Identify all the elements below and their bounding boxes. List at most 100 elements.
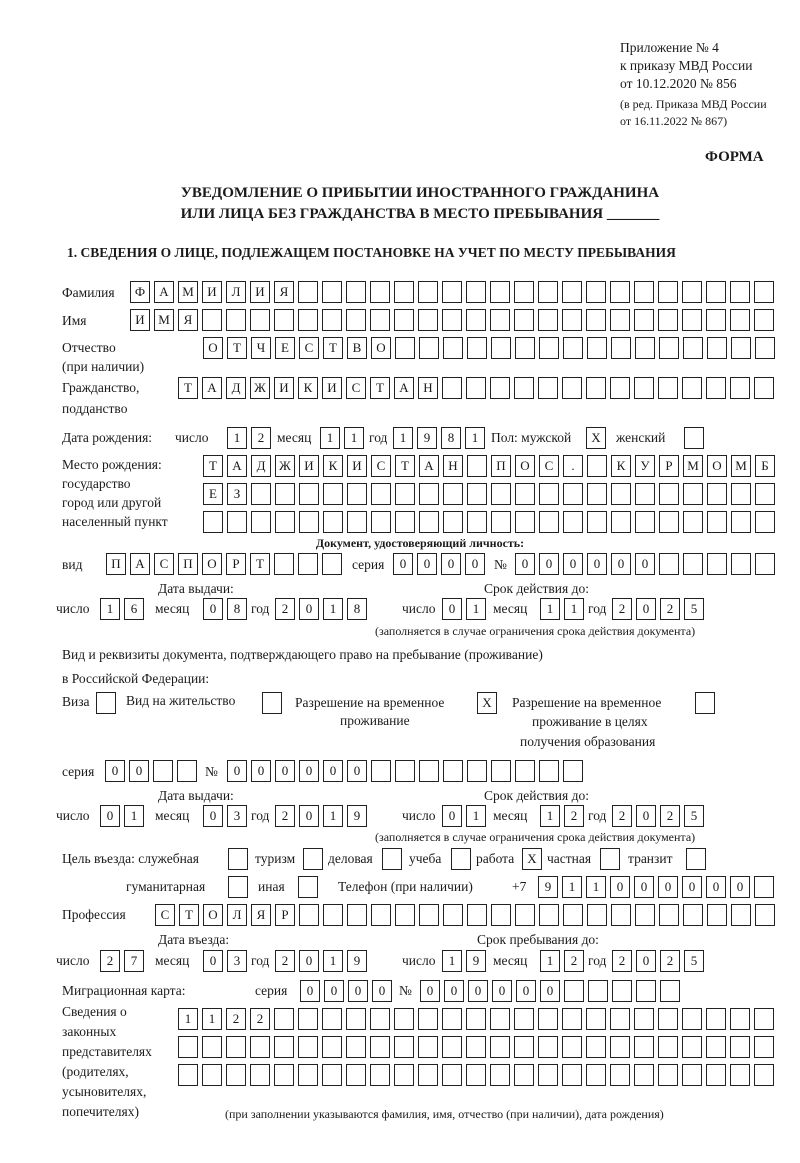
- char-cell[interactable]: О: [203, 337, 223, 359]
- char-cell[interactable]: 7: [124, 950, 144, 972]
- char-cell[interactable]: 2: [251, 427, 271, 449]
- char-cell[interactable]: [467, 760, 487, 782]
- char-cell[interactable]: [660, 980, 680, 1002]
- char-cell[interactable]: [178, 1036, 198, 1058]
- char-cell[interactable]: 2: [275, 598, 295, 620]
- char-cell[interactable]: [659, 553, 679, 575]
- char-cell[interactable]: [490, 309, 510, 331]
- char-cell[interactable]: 1: [540, 805, 560, 827]
- char-cell[interactable]: [562, 309, 582, 331]
- char-cell[interactable]: 0: [227, 760, 247, 782]
- checkbox-cell[interactable]: [600, 848, 620, 870]
- char-cell[interactable]: [562, 281, 582, 303]
- char-cell[interactable]: [587, 904, 607, 926]
- char-cell[interactable]: [322, 1008, 342, 1030]
- char-cell[interactable]: [467, 511, 487, 533]
- char-cell[interactable]: [202, 1064, 222, 1086]
- char-cell[interactable]: 0: [442, 598, 462, 620]
- char-cell[interactable]: 0: [105, 760, 125, 782]
- char-cell[interactable]: [395, 337, 415, 359]
- char-cell[interactable]: [467, 483, 487, 505]
- char-cell[interactable]: 1: [466, 598, 486, 620]
- char-cell[interactable]: [490, 377, 510, 399]
- char-cell[interactable]: 1: [202, 1008, 222, 1030]
- char-cell[interactable]: И: [299, 455, 319, 477]
- char-cell[interactable]: [706, 281, 726, 303]
- char-cell[interactable]: 2: [226, 1008, 246, 1030]
- char-cell[interactable]: [634, 281, 654, 303]
- char-cell[interactable]: [514, 1008, 534, 1030]
- char-cell[interactable]: [659, 511, 679, 533]
- char-cell[interactable]: [706, 1036, 726, 1058]
- char-cell[interactable]: 0: [468, 980, 488, 1002]
- char-cell[interactable]: [586, 1036, 606, 1058]
- char-cell[interactable]: 0: [636, 805, 656, 827]
- char-cell[interactable]: [587, 337, 607, 359]
- char-cell[interactable]: [323, 483, 343, 505]
- char-cell[interactable]: Т: [227, 337, 247, 359]
- char-cell[interactable]: Д: [251, 455, 271, 477]
- char-cell[interactable]: 0: [587, 553, 607, 575]
- char-cell[interactable]: [731, 511, 751, 533]
- char-cell[interactable]: 8: [441, 427, 461, 449]
- char-cell[interactable]: [610, 309, 630, 331]
- char-cell[interactable]: М: [178, 281, 198, 303]
- char-cell[interactable]: [634, 1008, 654, 1030]
- char-cell[interactable]: 2: [275, 950, 295, 972]
- char-cell[interactable]: 0: [610, 876, 630, 898]
- char-cell[interactable]: [682, 309, 702, 331]
- char-cell[interactable]: [634, 1064, 654, 1086]
- char-cell[interactable]: 0: [100, 805, 120, 827]
- char-cell[interactable]: 0: [636, 950, 656, 972]
- char-cell[interactable]: 0: [563, 553, 583, 575]
- char-cell[interactable]: Д: [226, 377, 246, 399]
- char-cell[interactable]: [299, 483, 319, 505]
- char-cell[interactable]: [371, 483, 391, 505]
- char-cell[interactable]: П: [106, 553, 126, 575]
- char-cell[interactable]: [467, 904, 487, 926]
- char-cell[interactable]: [634, 377, 654, 399]
- char-cell[interactable]: Е: [203, 483, 223, 505]
- char-cell[interactable]: [706, 309, 726, 331]
- char-cell[interactable]: [442, 1008, 462, 1030]
- char-cell[interactable]: [322, 281, 342, 303]
- char-cell[interactable]: [635, 511, 655, 533]
- char-cell[interactable]: [538, 1008, 558, 1030]
- char-cell[interactable]: 0: [635, 553, 655, 575]
- char-cell[interactable]: 0: [730, 876, 750, 898]
- char-cell[interactable]: 6: [124, 598, 144, 620]
- char-cell[interactable]: 2: [612, 598, 632, 620]
- char-cell[interactable]: Л: [227, 904, 247, 926]
- char-cell[interactable]: С: [371, 455, 391, 477]
- char-cell[interactable]: [274, 553, 294, 575]
- char-cell[interactable]: [754, 1064, 774, 1086]
- char-cell[interactable]: [466, 1036, 486, 1058]
- char-cell[interactable]: [514, 1036, 534, 1058]
- char-cell[interactable]: 0: [275, 760, 295, 782]
- char-cell[interactable]: [562, 1064, 582, 1086]
- char-cell[interactable]: 0: [324, 980, 344, 1002]
- char-cell[interactable]: [706, 377, 726, 399]
- char-cell[interactable]: [515, 760, 535, 782]
- char-cell[interactable]: [683, 511, 703, 533]
- char-cell[interactable]: 5: [684, 598, 704, 620]
- char-cell[interactable]: [250, 1064, 270, 1086]
- char-cell[interactable]: А: [419, 455, 439, 477]
- char-cell[interactable]: 1: [442, 950, 462, 972]
- char-cell[interactable]: [274, 1064, 294, 1086]
- char-cell[interactable]: 2: [612, 950, 632, 972]
- checkbox-cell[interactable]: [686, 848, 706, 870]
- char-cell[interactable]: [539, 760, 559, 782]
- char-cell[interactable]: [514, 377, 534, 399]
- char-cell[interactable]: [202, 309, 222, 331]
- char-cell[interactable]: 1: [100, 598, 120, 620]
- char-cell[interactable]: [563, 483, 583, 505]
- char-cell[interactable]: [347, 904, 367, 926]
- char-cell[interactable]: 1: [465, 427, 485, 449]
- char-cell[interactable]: 0: [393, 553, 413, 575]
- char-cell[interactable]: [587, 483, 607, 505]
- char-cell[interactable]: Т: [323, 337, 343, 359]
- char-cell[interactable]: [250, 309, 270, 331]
- char-cell[interactable]: А: [130, 553, 150, 575]
- char-cell[interactable]: [371, 760, 391, 782]
